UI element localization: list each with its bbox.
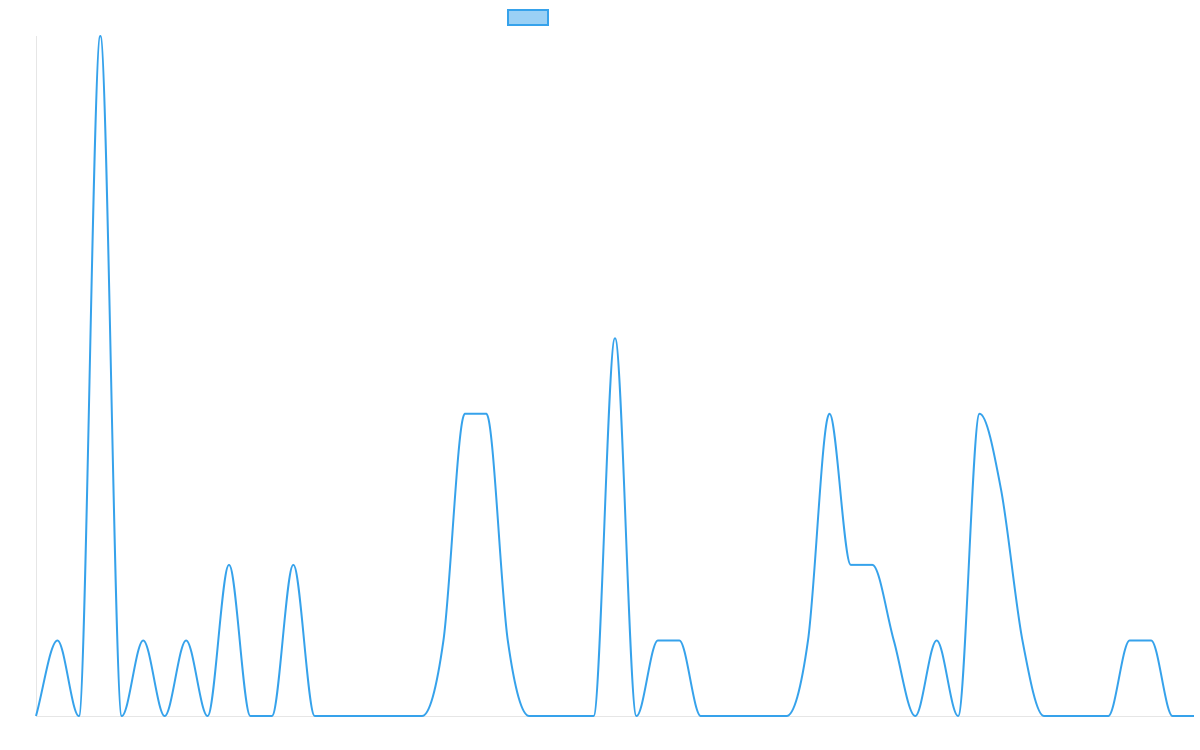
data-point[interactable]: [1018, 636, 1026, 644]
data-point[interactable]: [825, 410, 833, 418]
data-point[interactable]: [161, 712, 169, 720]
data-point[interactable]: [547, 712, 555, 720]
data-point[interactable]: [954, 712, 962, 720]
data-point[interactable]: [740, 712, 748, 720]
data-point[interactable]: [504, 636, 512, 644]
data-point[interactable]: [1040, 712, 1048, 720]
data-point[interactable]: [289, 561, 297, 569]
data-point[interactable]: [890, 636, 898, 644]
data-point[interactable]: [75, 712, 83, 720]
data-point[interactable]: [397, 712, 405, 720]
data-point[interactable]: [611, 334, 619, 342]
data-point[interactable]: [1147, 636, 1155, 644]
data-point[interactable]: [246, 712, 254, 720]
data-point[interactable]: [225, 561, 233, 569]
data-point[interactable]: [439, 636, 447, 644]
data-point[interactable]: [1061, 712, 1069, 720]
data-point[interactable]: [997, 485, 1005, 493]
data-point[interactable]: [804, 636, 812, 644]
data-point[interactable]: [675, 636, 683, 644]
data-point[interactable]: [976, 410, 984, 418]
data-point[interactable]: [783, 712, 791, 720]
data-point[interactable]: [118, 712, 126, 720]
data-point[interactable]: [32, 712, 40, 720]
legend-swatch[interactable]: [507, 9, 549, 26]
data-point[interactable]: [697, 712, 705, 720]
data-point[interactable]: [204, 712, 212, 720]
series-layer: [32, 32, 1198, 720]
data-point[interactable]: [418, 712, 426, 720]
data-point[interactable]: [332, 712, 340, 720]
data-point[interactable]: [139, 636, 147, 644]
data-point[interactable]: [1190, 712, 1198, 720]
data-point[interactable]: [96, 32, 104, 40]
data-point[interactable]: [761, 712, 769, 720]
data-point[interactable]: [590, 712, 598, 720]
data-point[interactable]: [182, 636, 190, 644]
data-point[interactable]: [482, 410, 490, 418]
data-point[interactable]: [461, 410, 469, 418]
data-point[interactable]: [53, 636, 61, 644]
data-point[interactable]: [525, 712, 533, 720]
data-point[interactable]: [568, 712, 576, 720]
data-point[interactable]: [933, 636, 941, 644]
data-point[interactable]: [718, 712, 726, 720]
data-point[interactable]: [847, 561, 855, 569]
legend[interactable]: [507, 9, 549, 26]
data-point[interactable]: [1169, 712, 1177, 720]
data-point[interactable]: [1126, 636, 1134, 644]
data-point[interactable]: [632, 712, 640, 720]
data-point[interactable]: [911, 712, 919, 720]
series-line: [35, 34, 1194, 718]
data-point[interactable]: [1104, 712, 1112, 720]
data-point[interactable]: [654, 636, 662, 644]
data-point[interactable]: [268, 712, 276, 720]
data-point[interactable]: [354, 712, 362, 720]
data-point[interactable]: [311, 712, 319, 720]
data-point[interactable]: [868, 561, 876, 569]
data-point[interactable]: [1083, 712, 1091, 720]
data-point[interactable]: [375, 712, 383, 720]
